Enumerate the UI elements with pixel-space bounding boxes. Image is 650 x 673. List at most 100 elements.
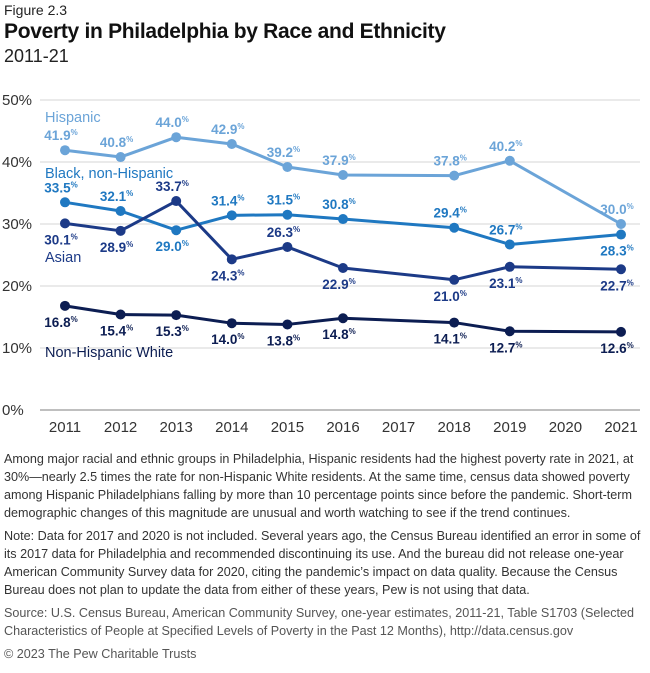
y-tick-label: 30% (2, 216, 32, 233)
x-tick-label: 2015 (271, 419, 304, 436)
series-label: Black, non-Hispanic (45, 166, 173, 182)
data-point (504, 239, 515, 250)
data-point (226, 210, 237, 221)
data-point (226, 254, 237, 265)
y-tick-label: 40% (2, 154, 32, 171)
text-section: Among major racial and ethnic groups in … (4, 450, 646, 668)
data-point (449, 317, 460, 328)
data-point (282, 209, 293, 220)
x-tick-label: 2020 (549, 419, 582, 436)
note-text: Note: Data for 2017 and 2020 is not incl… (4, 529, 641, 597)
data-label: 26.7% (489, 222, 522, 237)
data-label: 31.4% (211, 193, 244, 208)
data-label: 41.9% (44, 128, 77, 143)
chart-title: Poverty in Philadelphia by Race and Ethn… (4, 20, 446, 43)
data-point (616, 264, 626, 275)
data-label: 37.9% (322, 153, 355, 168)
data-label: 40.2% (489, 139, 522, 154)
data-label: 37.8% (433, 154, 466, 169)
data-point (616, 219, 626, 229)
chart-subtitle: 2011-21 (4, 46, 69, 66)
x-tick-label: 2016 (326, 419, 359, 436)
data-label: 42.9% (211, 122, 244, 137)
data-point (60, 197, 70, 208)
data-point (338, 313, 348, 324)
data-point (449, 274, 460, 285)
data-point (115, 152, 126, 163)
data-label: 13.8% (267, 333, 300, 348)
data-point (115, 309, 126, 320)
y-tick-label: 20% (2, 278, 32, 295)
series-label: Hispanic (45, 110, 101, 126)
data-label: 32.1% (100, 189, 133, 204)
data-point (449, 222, 460, 233)
source-text: Source: U.S. Census Bureau, American Com… (4, 606, 635, 638)
data-label: 30.0% (600, 202, 633, 217)
data-point (60, 218, 70, 229)
data-label: 14.0% (211, 332, 244, 347)
data-label: 22.9% (322, 277, 355, 292)
description-text: Among major racial and ethnic groups in … (4, 452, 634, 520)
data-label: 21.0% (433, 289, 466, 304)
x-tick-label: 2011 (49, 419, 81, 436)
data-label: 15.4% (100, 324, 133, 339)
x-tick-label: 2013 (160, 419, 193, 436)
data-point (171, 310, 182, 321)
data-label: 40.8% (100, 135, 133, 150)
y-tick-label: 50% (2, 92, 32, 109)
figure-label: Figure 2.3 (4, 2, 68, 18)
x-tick-label: 2014 (215, 419, 248, 436)
copyright-text: © 2023 The Pew Charitable Trusts (4, 647, 197, 661)
data-point (226, 139, 237, 150)
data-point (115, 225, 126, 236)
line-chart: 0% 10% 20% 30% 40% 50% 2011 2012 2013 2014 2015 201… (2, 92, 640, 436)
data-label: 44.0% (155, 115, 188, 130)
data-point (282, 319, 293, 330)
data-label: 33.5% (44, 180, 77, 195)
data-point (504, 326, 515, 337)
x-tick-label: 2019 (493, 419, 526, 436)
data-point (504, 261, 515, 272)
data-point (338, 170, 348, 181)
data-point (338, 263, 348, 274)
data-point (226, 318, 237, 329)
data-label: 33.7% (155, 179, 188, 194)
data-label: 15.3% (155, 324, 188, 339)
data-point (171, 132, 182, 143)
data-label: 28.3% (600, 244, 633, 259)
data-label: 22.7% (600, 278, 633, 293)
series-label: Asian (45, 250, 81, 266)
data-point (171, 196, 182, 207)
data-label: 12.6% (600, 341, 633, 356)
data-label: 29.0% (155, 239, 188, 254)
data-label: 12.7% (489, 340, 522, 355)
data-label: 26.3% (267, 225, 300, 240)
data-label: 23.1% (489, 276, 522, 291)
data-label: 28.9% (100, 240, 133, 255)
x-tick-label: 2018 (438, 419, 471, 436)
data-point (504, 155, 515, 166)
data-point (282, 241, 293, 252)
data-point (616, 229, 626, 240)
data-label: 31.5% (267, 193, 300, 208)
data-label: 16.8% (44, 315, 77, 330)
x-tick-label: 2021 (604, 419, 637, 436)
x-tick-label: 2012 (104, 419, 137, 436)
data-point (338, 214, 348, 225)
data-point (449, 170, 460, 181)
data-point (60, 300, 70, 311)
data-point (282, 161, 293, 172)
data-point (60, 145, 70, 156)
data-label: 14.8% (322, 327, 355, 342)
x-tick-label: 2017 (382, 419, 415, 436)
data-point (616, 326, 626, 337)
data-label: 39.2% (267, 145, 300, 160)
data-label: 29.4% (433, 206, 466, 221)
data-point (171, 225, 182, 236)
y-tick-label: 0% (2, 402, 24, 419)
data-point (115, 205, 126, 216)
series-label: Non-Hispanic White (45, 345, 173, 361)
data-label: 30.1% (44, 232, 77, 247)
data-label: 14.1% (433, 332, 466, 347)
y-tick-label: 10% (2, 340, 32, 357)
